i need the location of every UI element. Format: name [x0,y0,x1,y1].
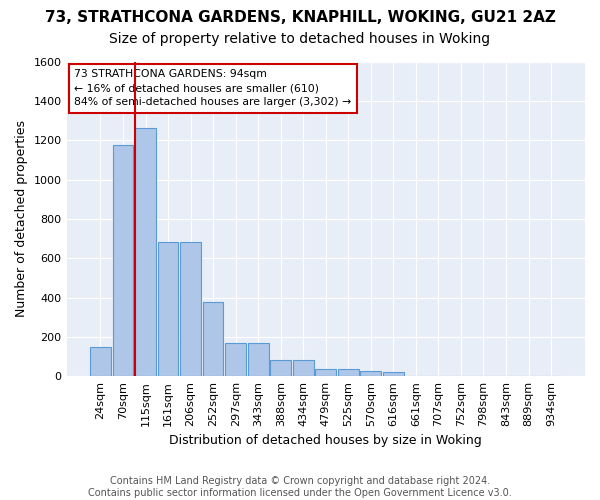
X-axis label: Distribution of detached houses by size in Woking: Distribution of detached houses by size … [169,434,482,448]
Bar [316,370,336,376]
Text: Size of property relative to detached houses in Woking: Size of property relative to detached ho… [109,32,491,46]
Text: 73, STRATHCONA GARDENS, KNAPHILL, WOKING, GU21 2AZ: 73, STRATHCONA GARDENS, KNAPHILL, WOKING… [44,10,556,25]
Bar [180,242,201,376]
Bar [90,346,111,376]
Bar [271,360,291,376]
Bar [361,372,381,376]
Bar [158,242,178,376]
Y-axis label: Number of detached properties: Number of detached properties [15,120,28,318]
Text: Contains HM Land Registry data © Crown copyright and database right 2024.
Contai: Contains HM Land Registry data © Crown c… [88,476,512,498]
Bar [383,372,404,376]
Bar [293,360,314,376]
Bar [225,342,246,376]
Bar [338,370,359,376]
Text: 73 STRATHCONA GARDENS: 94sqm
← 16% of detached houses are smaller (610)
84% of s: 73 STRATHCONA GARDENS: 94sqm ← 16% of de… [74,70,352,108]
Bar [113,145,133,376]
Bar [248,342,269,376]
Bar [135,128,156,376]
Bar [203,302,223,376]
